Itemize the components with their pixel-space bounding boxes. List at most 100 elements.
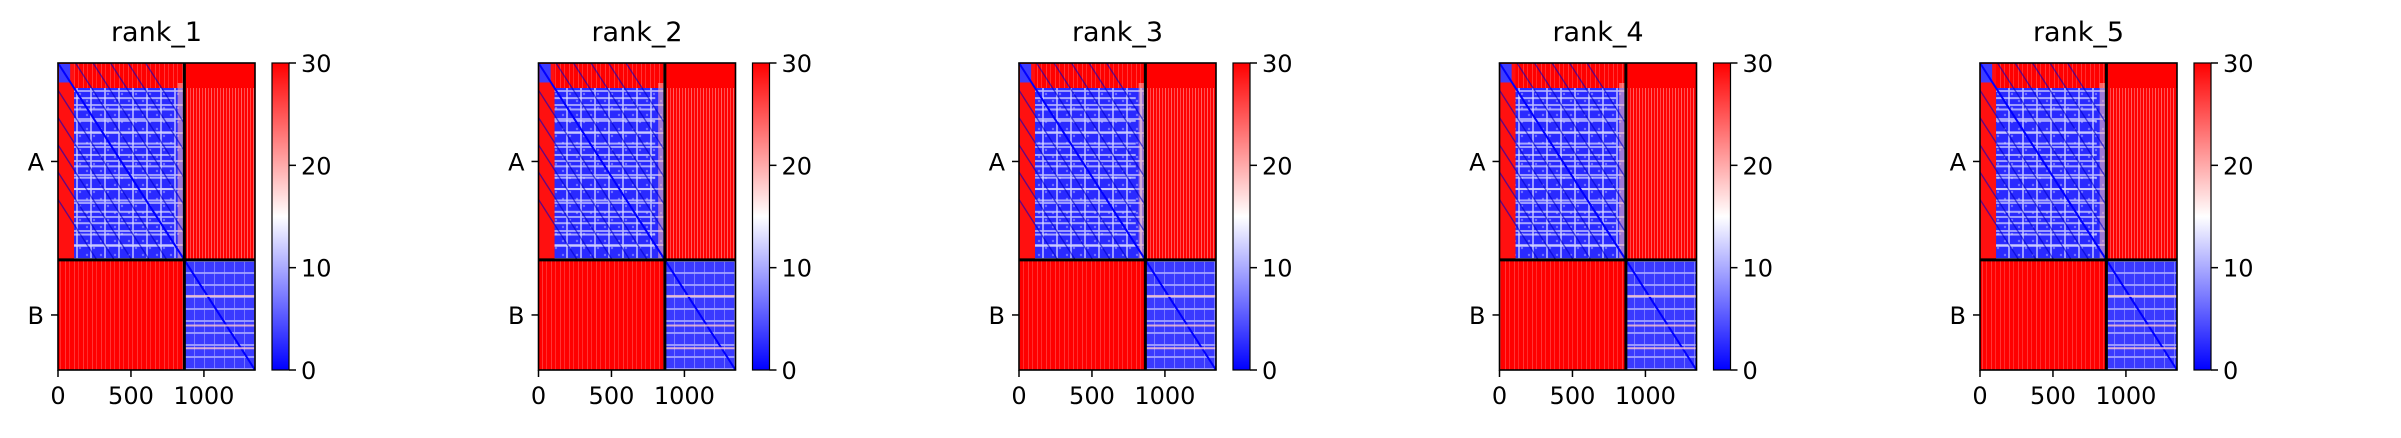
colorbar-tick-label: 20 [2223, 152, 2254, 180]
diag-A-rep [1979, 144, 2055, 261]
diag-A-rep [537, 199, 578, 261]
aa-stripe [1035, 188, 1136, 191]
diag-B [664, 259, 737, 371]
bb-stripe [2106, 324, 2177, 327]
block-A-nterm-col [58, 63, 75, 260]
block-A-B-top [2106, 63, 2177, 89]
block-B-A [1019, 259, 1146, 370]
diag-A-rep [57, 199, 98, 261]
x-tick-label: 500 [589, 382, 635, 410]
aa-stripe [1996, 97, 2097, 100]
diag-A-rep [1979, 117, 2072, 261]
diag-A-rep [109, 62, 185, 179]
y-tick-label-B: B [989, 302, 1005, 330]
aa-stripe [74, 188, 175, 191]
diag-A-rep [2014, 62, 2107, 206]
aa-stripe [554, 153, 656, 156]
bb-stripe [664, 347, 736, 350]
aa-stripe [1035, 131, 1136, 134]
block-A-B [184, 63, 255, 260]
diag-A-rep [1018, 144, 1094, 261]
axes-frame [1498, 62, 1698, 371]
aa-stripe [74, 119, 175, 122]
x-tick-label: 0 [1972, 382, 1987, 410]
aa-stripe [1035, 244, 1136, 247]
aa-stripe [554, 244, 656, 247]
diag-B [2105, 259, 2178, 371]
diag-A [57, 62, 186, 261]
colorbar-tick-label: 30 [1262, 50, 1293, 78]
aa-stripe [554, 108, 656, 111]
block-A-nterm-row [1980, 63, 2107, 89]
diag-A-rep [572, 62, 666, 206]
aa-stripe [1996, 131, 2097, 134]
diag-A-rep [1498, 117, 1592, 261]
panel-title: rank_5 [2033, 17, 2124, 48]
panel-3: rank_3 0 500 1000 A B 0 10 20 30 [989, 17, 1293, 410]
axes-frame [1018, 62, 1217, 371]
panel-title: rank_4 [1552, 17, 1643, 48]
bb-stripe [664, 324, 736, 327]
aa-stripe [74, 142, 175, 145]
x-tick-label: 500 [1069, 382, 1115, 410]
aa-stripe [554, 199, 656, 202]
aa-stripe [554, 142, 656, 145]
block-A-edge [2099, 83, 2107, 260]
x-tick-label: 500 [108, 382, 154, 410]
colorbar-tick-label: 20 [1743, 152, 1774, 180]
block-A-nterm-col [1019, 63, 1036, 260]
colorbar-tick-label: 0 [1262, 357, 1277, 385]
diag-A [1498, 62, 1627, 261]
aa-stripe [1035, 119, 1136, 122]
block-A-B-top [1145, 63, 1216, 89]
y-tick-label-A: A [1469, 148, 1486, 176]
x-tick-label: 0 [531, 382, 546, 410]
aa-stripe [1515, 233, 1617, 236]
diag-A-rep [537, 171, 596, 261]
diag-A-rep [1979, 89, 2090, 261]
aa-stripe [554, 131, 656, 134]
diag-A-rep [1979, 199, 2020, 261]
bb-stripe [1145, 347, 1216, 350]
y-tick-label-B: B [1469, 302, 1485, 330]
bb-stripe [184, 324, 255, 327]
block-B-A [1980, 259, 2107, 370]
block-A-B-top [184, 63, 255, 89]
block-A-B-top [1625, 63, 1697, 89]
block-A-edge [1138, 83, 1146, 260]
diag-A-rep [1586, 62, 1627, 124]
diag-A-rep [1516, 62, 1627, 234]
y-tick-label-A: A [508, 148, 525, 176]
x-tick-label: 0 [1492, 382, 1507, 410]
diag-A-rep [555, 62, 666, 234]
diag-A-rep [1498, 171, 1557, 261]
diag-A-rep [57, 144, 133, 261]
x-tick-label: 500 [1550, 382, 1596, 410]
panel-4: rank_4 0 500 1000 A B 0 10 20 30 [1469, 17, 1773, 410]
colorbar-tick-label: 0 [2223, 357, 2238, 385]
aa-stripe [1996, 142, 2097, 145]
aa-stripe [1035, 233, 1136, 236]
bb-stripe [1145, 324, 1216, 327]
aa-stripe [554, 233, 656, 236]
aa-stripe [1035, 199, 1136, 202]
diag-A-rep [1018, 89, 1129, 261]
axes-frame [1979, 62, 2178, 371]
aa-stripe [1035, 108, 1136, 111]
aa-stripe [74, 97, 175, 100]
block-B-A [58, 259, 185, 370]
colorbar-tick-label: 10 [1743, 255, 1774, 283]
aa-stripe [1515, 210, 1617, 213]
diag-A-rep [1088, 62, 1146, 152]
diag-A-rep [1018, 199, 1059, 261]
colorbar-tick-label: 0 [1743, 357, 1758, 385]
x-tick-label: 1000 [654, 382, 715, 410]
aa-stripe [1515, 142, 1617, 145]
diag-A-rep [1533, 62, 1627, 206]
colorbar-tick-label: 10 [2223, 255, 2254, 283]
aa-stripe [1035, 176, 1136, 179]
panel-5: rank_5 0 500 1000 A B 0 10 20 30 [1950, 17, 2254, 410]
bb-stripe [184, 347, 255, 350]
block-A-nterm-row [1499, 63, 1626, 89]
